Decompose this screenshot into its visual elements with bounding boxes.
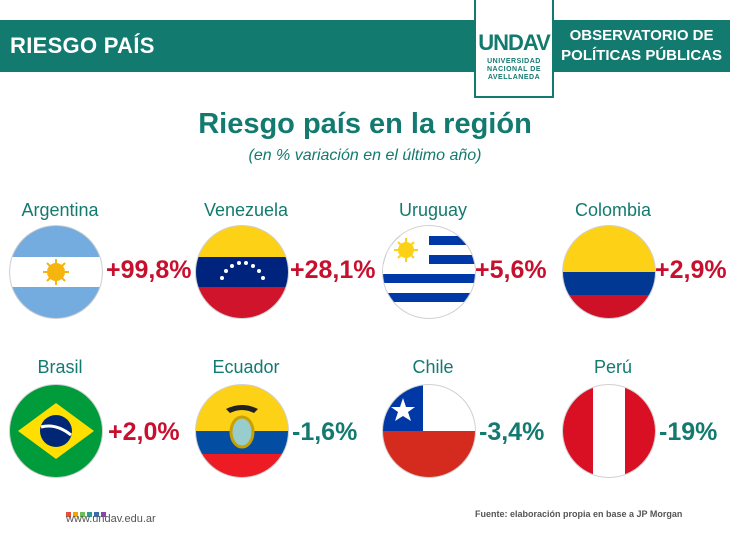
footer-source: Fuente: elaboración propia en base a JP … xyxy=(475,509,683,519)
country-name: Uruguay xyxy=(398,200,468,220)
header-bar: RIESGO PAÍS OBSERVATORIO DE POLÍTICAS PÚ… xyxy=(0,20,730,72)
risk-value-label: +99,8% xyxy=(106,256,192,284)
logo-text: UNDAV xyxy=(478,30,551,55)
logo-sub-line1: UNIVERSIDAD xyxy=(487,58,541,65)
org-name: OBSERVATORIO DE POLÍTICAS PÚBLICAS xyxy=(561,26,722,66)
country-name: Colombia xyxy=(574,200,652,220)
chile-flag-icon xyxy=(383,385,475,477)
logo-sub-line2: NACIONAL DE xyxy=(487,66,541,73)
risk-value-label: -3,4% xyxy=(479,418,545,446)
footer-color-dots xyxy=(66,504,108,522)
risk-value-label: -1,6% xyxy=(292,418,358,446)
country-name: Argentina xyxy=(21,200,99,220)
country-name: Chile xyxy=(412,357,454,377)
argentina-flag-icon xyxy=(10,226,102,318)
org-name-line2: POLÍTICAS PÚBLICAS xyxy=(561,47,722,64)
country-name: Venezuela xyxy=(203,200,289,220)
risk-value-label: +2,9% xyxy=(655,256,727,284)
ecuador-flag-icon xyxy=(196,385,288,477)
uruguay-flag-icon xyxy=(383,226,475,318)
logo-sub-line3: AVELLANEDA xyxy=(487,74,541,81)
footer-url: www.undav.edu.ar xyxy=(66,513,156,525)
venezuela-flag-icon xyxy=(196,226,288,318)
country-name: Ecuador xyxy=(212,357,280,377)
peru-flag-icon xyxy=(563,385,655,477)
country-name: Brasil xyxy=(37,357,83,377)
country-name: Perú xyxy=(593,357,633,377)
brazil-flag-icon xyxy=(10,385,102,477)
chart-subtitle: (en % variación en el último año) xyxy=(248,147,482,164)
undav-logo: UNDAV UNIVERSIDAD NACIONAL DE AVELLANEDA xyxy=(474,0,554,98)
header-title: RIESGO PAÍS xyxy=(10,33,155,58)
chart-title: Riesgo país en la región xyxy=(198,108,532,140)
risk-value-label: +28,1% xyxy=(290,256,376,284)
risk-value-label: -19% xyxy=(659,418,718,446)
risk-value-label: +5,6% xyxy=(475,256,547,284)
logo-subtitle: UNIVERSIDAD NACIONAL DE AVELLANEDA xyxy=(476,58,552,82)
org-name-line1: OBSERVATORIO DE xyxy=(569,27,714,44)
colombia-flag-icon xyxy=(563,226,655,318)
risk-value-label: +2,0% xyxy=(108,418,180,446)
